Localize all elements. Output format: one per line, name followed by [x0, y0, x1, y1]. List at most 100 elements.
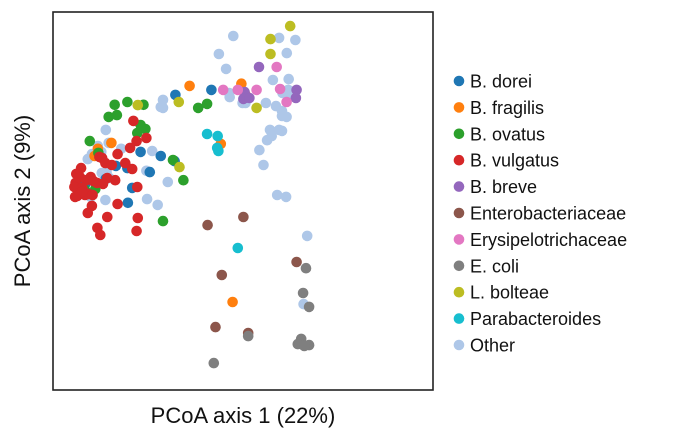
data-point-b-ovatus [132, 127, 143, 139]
data-point-b-vulgatus [106, 159, 118, 171]
data-point-b-vulgatus [141, 132, 152, 144]
legend-item-enterobacteriaceae: Enterobacteriaceae [453, 204, 626, 224]
data-point-b-fragilis [227, 296, 238, 308]
data-point-b-ovatus [157, 215, 169, 227]
data-point-other [271, 189, 283, 201]
data-point-other [141, 193, 153, 205]
legend-item-b-vulgatus: B. vulgatus [453, 151, 559, 171]
data-point-enterobacteriaceae [202, 219, 213, 231]
data-point-enterobacteriaceae [210, 321, 221, 333]
data-point-b-breve [244, 92, 255, 104]
data-point-b-ovatus [192, 102, 204, 114]
legend-label: B. breve [470, 177, 537, 197]
data-point-b-vulgatus [69, 191, 81, 203]
legend-marker [453, 75, 465, 87]
legend-label: E. coli [470, 256, 519, 276]
legend-label: B. fragilis [470, 98, 544, 118]
x-axis-title: PCoA axis 1 (22%) [151, 403, 336, 428]
data-point-b-dorei [155, 150, 167, 162]
data-point-other [280, 191, 292, 203]
data-point-b-ovatus [122, 96, 133, 108]
data-point-l-bolteae [251, 102, 262, 114]
data-point-other [146, 145, 158, 157]
data-point-e-coli [242, 330, 254, 342]
data-point-enterobacteriaceae [238, 211, 249, 223]
series-b-breve [238, 61, 302, 105]
legend-item-l-bolteae: L. bolteae [453, 283, 549, 303]
data-point-b-dorei [144, 166, 156, 178]
data-point-other [258, 159, 269, 171]
data-point-other [228, 30, 239, 42]
points-layer [69, 20, 315, 369]
data-point-other [261, 134, 273, 146]
legend-label: B. ovatus [470, 124, 545, 144]
data-point-b-vulgatus [120, 157, 131, 169]
series-b-ovatus [79, 96, 213, 227]
data-point-parabacteroides [201, 128, 213, 140]
data-point-other [162, 176, 174, 188]
data-point-other [254, 144, 265, 156]
legend-label: L. bolteae [470, 283, 549, 303]
data-point-e-coli [303, 301, 315, 313]
data-point-other [100, 194, 111, 206]
data-point-b-ovatus [178, 174, 189, 186]
data-point-other [155, 101, 167, 113]
data-point-other [281, 47, 293, 59]
legend-item-b-fragilis: B. fragilis [453, 98, 544, 118]
data-point-b-vulgatus [132, 181, 143, 193]
series-l-bolteae [132, 20, 296, 173]
data-point-other [267, 74, 279, 86]
data-point-b-vulgatus [71, 168, 82, 180]
series-b-vulgatus [69, 115, 152, 241]
data-point-other [273, 124, 285, 136]
legend-label: Enterobacteriaceae [470, 204, 626, 224]
data-point-other [152, 199, 163, 211]
data-point-l-bolteae [265, 33, 276, 45]
legend-marker [453, 102, 465, 113]
data-point-l-bolteae [284, 20, 296, 32]
data-point-b-breve [253, 61, 265, 73]
data-point-b-fragilis [184, 80, 195, 92]
data-point-b-vulgatus [87, 189, 98, 201]
data-point-b-vulgatus [131, 225, 142, 237]
legend-marker [453, 181, 465, 192]
data-point-other [283, 73, 295, 85]
series-e-coli [208, 262, 315, 369]
legend-label: Erysipelotrichaceae [470, 230, 627, 250]
data-point-l-bolteae [132, 99, 144, 111]
data-point-b-vulgatus [97, 178, 109, 190]
legend-marker [453, 339, 465, 351]
data-point-b-fragilis [106, 137, 117, 149]
legend-marker [453, 260, 465, 272]
data-point-l-bolteae [173, 96, 185, 108]
data-point-erysipelotrichaceae [281, 96, 292, 108]
data-point-b-vulgatus [131, 135, 142, 147]
data-point-b-breve [291, 84, 302, 96]
data-point-b-breve [290, 92, 302, 104]
legend-marker [453, 128, 465, 140]
data-point-other [224, 91, 235, 103]
data-point-e-coli [297, 287, 309, 299]
data-point-e-coli [300, 262, 312, 274]
data-point-b-ovatus [111, 109, 123, 121]
legend-item-b-dorei: B. dorei [453, 72, 532, 92]
data-point-parabacteroides [232, 242, 244, 254]
data-point-other [220, 63, 232, 75]
data-point-b-vulgatus [124, 142, 136, 154]
y-axis-title: PCoA axis 2 (9%) [10, 115, 35, 287]
series-parabacteroides [201, 128, 244, 254]
data-point-b-vulgatus [112, 148, 123, 160]
legend-label: B. dorei [470, 72, 532, 92]
data-point-erysipelotrichaceae [271, 61, 283, 73]
data-point-b-ovatus [84, 135, 96, 147]
data-point-e-coli [208, 357, 220, 369]
series-erysipelotrichaceae [217, 61, 292, 108]
data-point-b-vulgatus [95, 229, 106, 241]
data-point-other [290, 34, 301, 46]
data-point-l-bolteae [265, 48, 276, 60]
legend-item-b-ovatus: B. ovatus [453, 124, 545, 144]
data-point-b-vulgatus [112, 198, 123, 210]
legend-marker [453, 286, 465, 298]
data-point-enterobacteriaceae [216, 269, 228, 281]
